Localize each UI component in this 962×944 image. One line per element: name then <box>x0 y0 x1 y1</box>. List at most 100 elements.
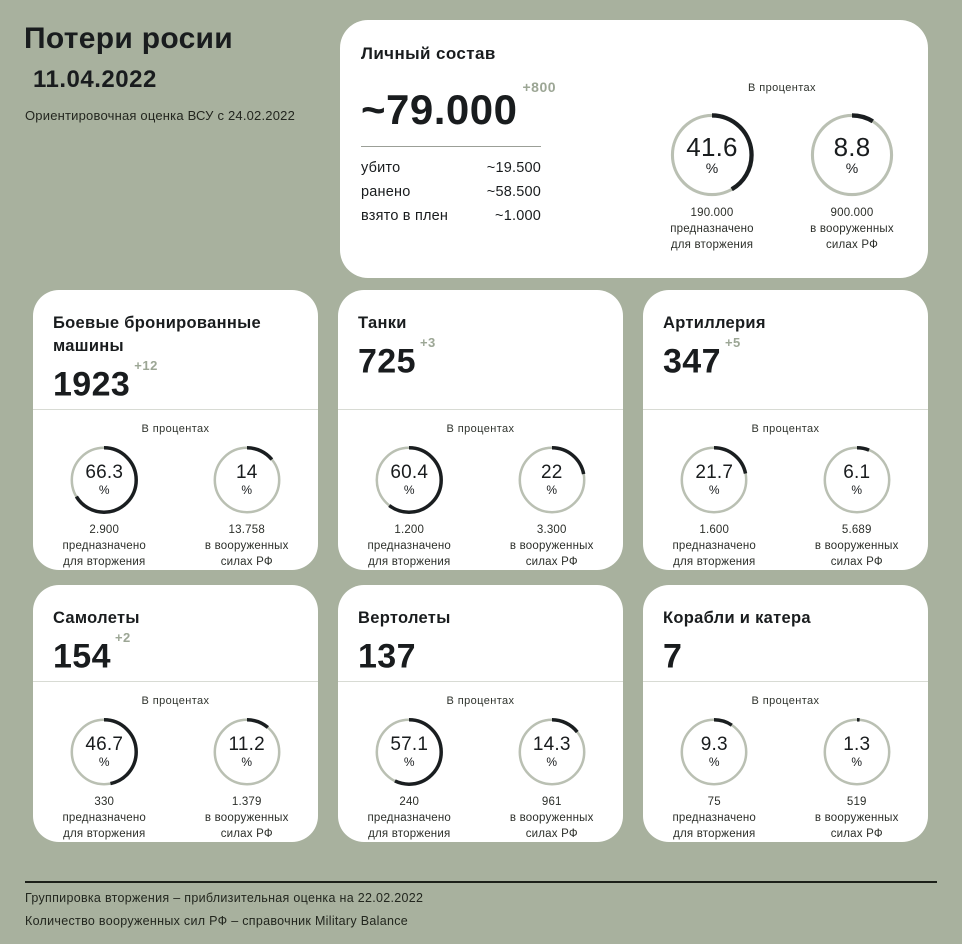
loss-total: 7 <box>663 633 908 674</box>
donut-ring-svg <box>517 446 586 514</box>
donut-value-arc <box>70 718 139 786</box>
percent-sign: % <box>241 755 253 769</box>
donut-center: 22 % <box>517 445 587 515</box>
percent-caption: В процентах <box>751 695 820 707</box>
loss-card: Артиллерия 347 +5 В процентах 21.7 % 1.60… <box>643 290 928 570</box>
report-subtitle: Ориентировочная оценка ВСУ с 24.02.2022 <box>25 108 296 123</box>
breakdown-value: ~1.000 <box>495 208 541 224</box>
donut-caption-line: силах РФ <box>525 556 578 568</box>
loss-total-value: 7 <box>663 637 683 676</box>
loss-delta: +5 <box>724 335 741 350</box>
donut-ring-svg <box>375 446 444 514</box>
percent-sign: % <box>403 755 415 769</box>
loss-cards-grid: Боевые бронированные машины 1923 +12 В пр… <box>33 290 928 842</box>
donut-caption: 1.600 предназначено для вторжения <box>672 522 756 570</box>
donut-center: 9.3 % <box>679 717 749 787</box>
personnel-breakdown: убито ~19.500 ранено ~58.500 взято в пле… <box>361 156 541 228</box>
donut-value-arc <box>810 113 894 197</box>
percent-sign: % <box>546 755 558 769</box>
donut-ring-svg <box>822 446 891 514</box>
donut-caption-line: в вооруженных <box>509 812 594 824</box>
donut-row: 66.3 % 2.900 предназначено для вторжения… <box>33 445 318 570</box>
donut-caption-line: в вооруженных <box>509 540 594 552</box>
donut-ring-svg <box>212 446 281 514</box>
donut-caption-line: для вторжения <box>673 828 756 840</box>
donut-percent-value: 60.4 <box>390 462 429 483</box>
donut-caption-line: силах РФ <box>525 828 578 840</box>
footer-note-invasion: Группировка вторжения – приблизительная … <box>25 891 424 905</box>
loss-total: 725 +3 <box>358 335 603 379</box>
donut-value-arc <box>680 446 749 514</box>
donut-caption-line: предназначено <box>670 223 754 235</box>
donut-ring: 57.1 % <box>374 717 444 787</box>
percent-caption: В процентах <box>751 423 820 435</box>
donut-base-value: 330 <box>94 796 115 808</box>
donut-value-arc <box>70 446 139 514</box>
donut-chart: 1.3 % 519 в вооруженных силах РФ <box>815 717 899 842</box>
card-title: Танки <box>358 314 407 332</box>
donut-percent-value: 9.3 <box>700 734 728 755</box>
percent-sign: % <box>851 483 863 497</box>
donut-base-value: 1.379 <box>231 796 262 808</box>
donut-base-value: 519 <box>846 796 867 808</box>
donut-caption: 961 в вооруженных силах РФ <box>510 794 594 842</box>
donut-caption-line: в вооруженных <box>814 540 899 552</box>
page-title: Потери росии <box>24 22 234 55</box>
donut-row: 9.3 % 75 предназначено для вторжения 1.3… <box>643 717 928 842</box>
donut-caption: 2.900 предназначено для вторжения <box>62 522 146 570</box>
donut-chart: 6.1 % 5.689 в вооруженных силах РФ <box>815 445 899 570</box>
footer-note-source: Количество вооруженных сил РФ – справочн… <box>25 914 408 928</box>
donut-invasion-group: 66.3 % 2.900 предназначено для вторжения <box>33 445 176 570</box>
donut-value-arc <box>212 718 281 786</box>
percent-sign: % <box>851 755 863 769</box>
donut-value-arc <box>375 718 444 786</box>
donut-caption: 240 предназначено для вторжения <box>367 794 451 842</box>
loss-total: 347 +5 <box>663 335 908 379</box>
donut-caption-line: для вторжения <box>368 556 451 568</box>
loss-card-donut-section: В процентах 66.3 % 2.900 предназначено д… <box>33 410 318 570</box>
donut-value-arc <box>212 446 281 514</box>
donut-ring-svg <box>680 718 749 786</box>
donut-caption: 5.689 в вооруженных силах РФ <box>815 522 899 570</box>
loss-card-header: Боевые бронированные машины 1923 +12 <box>33 290 318 410</box>
loss-card: Боевые бронированные машины 1923 +12 В пр… <box>33 290 318 570</box>
loss-card-donut-section: В процентах 57.1 % 240 предназначено для… <box>338 682 623 842</box>
percent-sign: % <box>403 483 415 497</box>
donut-value-arc <box>517 446 586 514</box>
donut-base-value: 13.758 <box>228 524 265 536</box>
card-title: Артиллерия <box>663 314 766 332</box>
loss-card-header: Корабли и катера 7 <box>643 585 928 682</box>
percent-sign: % <box>705 160 719 176</box>
donut-ring: 11.2 % <box>212 717 282 787</box>
donut-invasion-group: 57.1 % 240 предназначено для вторжения <box>338 717 481 842</box>
donut-ring: 14.3 % <box>517 717 587 787</box>
breakdown-value: ~58.500 <box>486 184 541 200</box>
personnel-donut-section: В процентах 41.6 % 190.000 предназначено… <box>642 82 922 253</box>
donut-ring: 6.1 % <box>822 445 892 515</box>
donut-caption-line: предназначено <box>62 540 147 552</box>
loss-card: Вертолеты 137 В процентах 57.1 % 240 пре… <box>338 585 623 842</box>
donut-armed-forces: 14 % 13.758 в вооруженных силах РФ <box>176 445 319 570</box>
donut-percent-value: 57.1 <box>390 734 429 755</box>
donut-chart: 14 % 13.758 в вооруженных силах РФ <box>205 445 289 570</box>
percent-sign: % <box>708 755 720 769</box>
donut-caption-line: для вторжения <box>368 828 451 840</box>
donut-base-value: 961 <box>541 796 562 808</box>
percent-sign: % <box>708 483 720 497</box>
loss-card-donut-section: В процентах 21.7 % 1.600 предназначено д… <box>643 410 928 570</box>
donut-center: 6.1 % <box>822 445 892 515</box>
donut-chart: 9.3 % 75 предназначено для вторжения <box>672 717 756 842</box>
donut-armed-forces: 6.1 % 5.689 в вооруженных силах РФ <box>786 445 929 570</box>
card-title: Самолеты <box>53 609 140 627</box>
donut-caption-line: силах РФ <box>830 828 883 840</box>
donut-ring: 21.7 % <box>679 445 749 515</box>
donut-base-value: 1.200 <box>394 524 425 536</box>
donut-ring-svg <box>670 113 754 197</box>
donut-percent-value: 46.7 <box>85 734 124 755</box>
donut-chart: 57.1 % 240 предназначено для вторжения <box>367 717 451 842</box>
footer-divider <box>25 881 937 883</box>
donut-row: 46.7 % 330 предназначено для вторжения 1… <box>33 717 318 842</box>
percent-sign: % <box>845 160 859 176</box>
donut-caption-line: в вооруженных <box>204 812 289 824</box>
